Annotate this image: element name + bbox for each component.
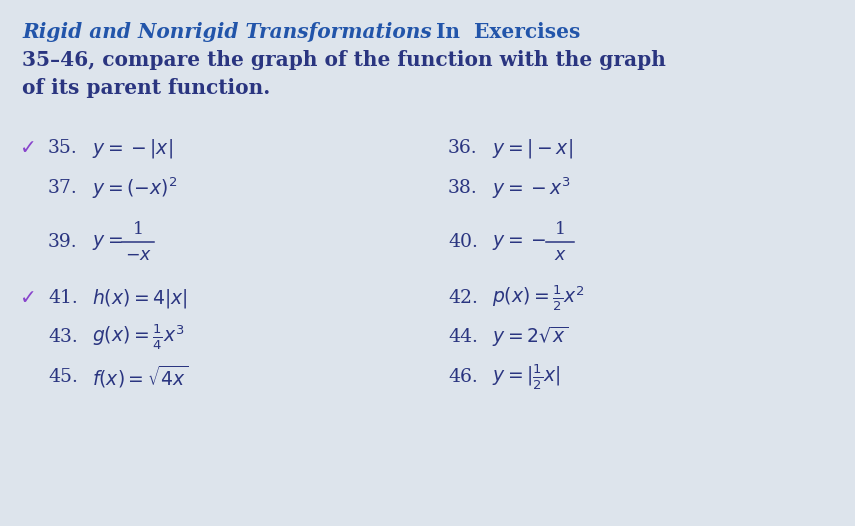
Text: 35–46, compare the graph of the function with the graph: 35–46, compare the graph of the function… bbox=[22, 50, 666, 70]
Text: $p(x) = \frac{1}{2}x^2$: $p(x) = \frac{1}{2}x^2$ bbox=[492, 284, 585, 313]
Text: 38.: 38. bbox=[448, 179, 478, 197]
Text: $f(x) = \sqrt{4x}$: $f(x) = \sqrt{4x}$ bbox=[92, 364, 188, 390]
Text: 39.: 39. bbox=[48, 233, 78, 251]
Text: $y = 2\sqrt{x}$: $y = 2\sqrt{x}$ bbox=[492, 325, 569, 349]
Text: 41.: 41. bbox=[48, 289, 78, 307]
Text: $x$: $x$ bbox=[553, 248, 566, 265]
Text: 45.: 45. bbox=[48, 368, 78, 386]
Text: In  Exercises: In Exercises bbox=[436, 22, 581, 42]
Text: 1: 1 bbox=[555, 220, 565, 238]
Text: 37.: 37. bbox=[48, 179, 78, 197]
Text: $g(x) = \frac{1}{4}x^3$: $g(x) = \frac{1}{4}x^3$ bbox=[92, 322, 185, 352]
Text: $h(x) = 4|x|$: $h(x) = 4|x|$ bbox=[92, 287, 188, 309]
Text: 1: 1 bbox=[133, 220, 144, 238]
Text: $y = |\frac{1}{2}x|$: $y = |\frac{1}{2}x|$ bbox=[492, 362, 561, 392]
Text: of its parent function.: of its parent function. bbox=[22, 78, 270, 98]
Text: $y = -|x|$: $y = -|x|$ bbox=[92, 137, 173, 159]
Text: 44.: 44. bbox=[448, 328, 478, 346]
Text: $-x$: $-x$ bbox=[125, 248, 151, 265]
Text: 35.: 35. bbox=[48, 139, 78, 157]
Text: $y = -x^3$: $y = -x^3$ bbox=[492, 175, 571, 201]
Text: ✓: ✓ bbox=[20, 288, 37, 308]
Text: 40.: 40. bbox=[448, 233, 478, 251]
Text: 43.: 43. bbox=[48, 328, 78, 346]
Text: $y = $: $y = $ bbox=[92, 232, 123, 251]
Text: ✓: ✓ bbox=[20, 138, 37, 157]
Text: Rigid and Nonrigid Transformations: Rigid and Nonrigid Transformations bbox=[22, 22, 432, 42]
Text: 42.: 42. bbox=[448, 289, 478, 307]
Text: $y = (-x)^2$: $y = (-x)^2$ bbox=[92, 175, 177, 201]
Text: $y = -$: $y = -$ bbox=[492, 232, 546, 251]
Text: $y = |-x|$: $y = |-x|$ bbox=[492, 137, 573, 159]
Text: 36.: 36. bbox=[448, 139, 478, 157]
Text: 46.: 46. bbox=[448, 368, 478, 386]
